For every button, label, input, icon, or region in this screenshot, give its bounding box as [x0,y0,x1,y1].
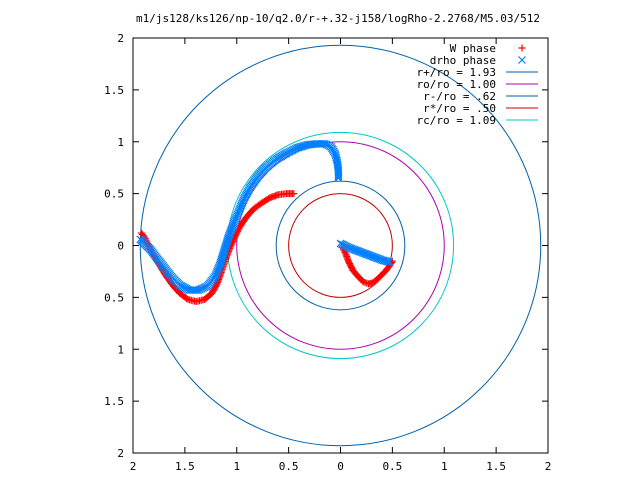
x-tick-label: 2 [545,460,552,473]
y-tick-label: 0 [117,240,124,253]
drho-phase-point [360,249,368,258]
drho-phase-point [346,244,355,253]
x-tick-label: 0.5 [279,460,299,473]
drho-phase-point [373,254,382,263]
drho-phase-point [367,251,375,260]
drho-phase-point [354,247,363,256]
drho-phase-point [358,248,367,257]
drho-phase-point [351,246,360,255]
drho-phase-point [136,235,145,244]
legend-label: r+/ro = 1.93 [417,66,496,79]
drho-phase-point [382,257,391,266]
y-tick-label: 1.5 [104,395,124,408]
drho-phase-point [350,245,359,254]
w-phase-point [137,229,145,237]
x-tick-label: 0.5 [382,460,402,473]
y-tick-label: 2 [117,32,124,45]
x-tick-label: 1.5 [486,460,506,473]
legend-label: drho phase [430,54,496,67]
drho-phase-point [379,256,388,265]
drho-phase-point [385,258,394,267]
drho-phase-point [369,252,378,261]
x-tick-label: 2 [130,460,137,473]
drho-phase-point [357,248,366,257]
w-phase-point [236,223,244,231]
legend-label: r-/ro = .62 [423,90,496,103]
drho-phase-point [349,245,357,254]
drho-phase-point [304,140,313,149]
drho-phase-point [375,255,384,263]
drho-phase-point [380,256,389,265]
drho-phase-point [371,253,380,262]
drho-phase-point [344,243,353,252]
x-tick-label: 1 [233,460,240,473]
x-tick-label: 1.5 [175,460,195,473]
drho-phase-point [365,251,374,260]
circle-curve [275,180,406,311]
y-tick-label: 2 [117,447,124,460]
y-tick-label: 0.5 [104,188,124,201]
drho-phase-point [353,246,362,255]
y-tick-label: 1 [117,136,124,149]
legend-marker [518,56,526,64]
drho-phase-point [368,252,377,261]
drho-phase-point [362,250,371,259]
drho-phase-point [347,244,356,253]
drho-phase-point [372,254,381,262]
x-tick-label: 1 [441,460,448,473]
x-tick-label: 0 [337,460,344,473]
y-tick-label: 1 [117,343,124,356]
drho-phase-point [383,257,392,266]
legend-label: ro/ro = 1.00 [417,78,496,91]
drho-phase-point [186,286,195,295]
drho-phase-point [376,255,385,264]
legend-label: rc/ro = 1.09 [417,114,496,127]
drho-phase-point [378,256,386,264]
y-tick-label: 1.5 [104,84,124,97]
data-points [136,139,396,306]
circle-curve [288,193,393,298]
w-phase-point [361,279,369,287]
drho-phase-point [361,249,370,258]
drho-phase-point [355,247,364,256]
drho-phase-point [364,250,373,259]
legend-label: r*/ro = .50 [423,102,496,115]
legend-label: W phase [450,42,496,55]
circle-curve [236,141,445,350]
legend-marker [518,44,526,52]
w-phase-point [359,278,367,286]
chart-title: m1/js128/ks126/np-10/q2.0/r-+.32-j158/lo… [136,12,540,25]
y-tick-label: 0.5 [104,291,124,304]
axis-ticks: 2 1.5 1 0.5 0 0.5 1 1.5 221.510.500.511.52 [104,32,551,473]
